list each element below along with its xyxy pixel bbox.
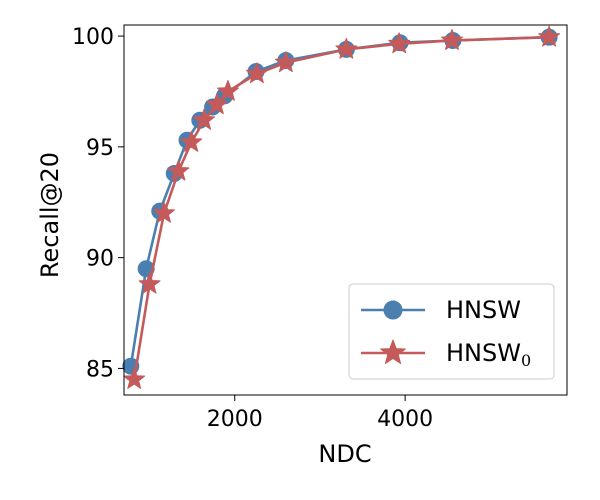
y-tick-label: 95 <box>86 136 114 161</box>
y-axis-label: Recall@20 <box>36 152 64 278</box>
x-tick-label: 4000 <box>377 407 433 432</box>
data-point-2-10 <box>274 51 297 73</box>
y-tick-label: 85 <box>86 357 114 382</box>
legend-marker-1 <box>383 300 403 320</box>
data-point-2-11 <box>335 37 358 59</box>
data-point-2-13 <box>441 29 463 50</box>
axes-frame <box>123 24 568 396</box>
y-tick-label: 100 <box>72 25 114 50</box>
x-axis-label: NDC <box>318 440 371 468</box>
data-point-2-1 <box>123 367 146 389</box>
data-point-2-6 <box>193 108 216 130</box>
data-point-2-14 <box>538 25 561 47</box>
legend-label-2: HNSW0 <box>446 339 531 370</box>
data-point-2-2 <box>138 272 161 294</box>
legend: HNSW HNSW0 <box>348 283 555 380</box>
data-point-2-5 <box>180 130 203 152</box>
plot-area <box>122 25 561 389</box>
data-point-1-2 <box>137 260 155 278</box>
axis-ticks: 2000 4000 85 90 95 100 <box>72 25 433 432</box>
data-point-2-8 <box>216 79 239 101</box>
series-2 <box>123 25 561 389</box>
x-tick-label: 2000 <box>207 407 263 432</box>
data-point-2-3 <box>153 201 175 223</box>
data-point-2-7 <box>205 93 228 115</box>
data-point-2-4 <box>167 159 190 181</box>
data-point-2-12 <box>388 32 411 54</box>
legend-marker-2 <box>380 339 406 365</box>
y-tick-label: 90 <box>86 247 114 272</box>
legend-label-1: HNSW <box>446 296 521 324</box>
data-point-2-9 <box>245 62 268 84</box>
